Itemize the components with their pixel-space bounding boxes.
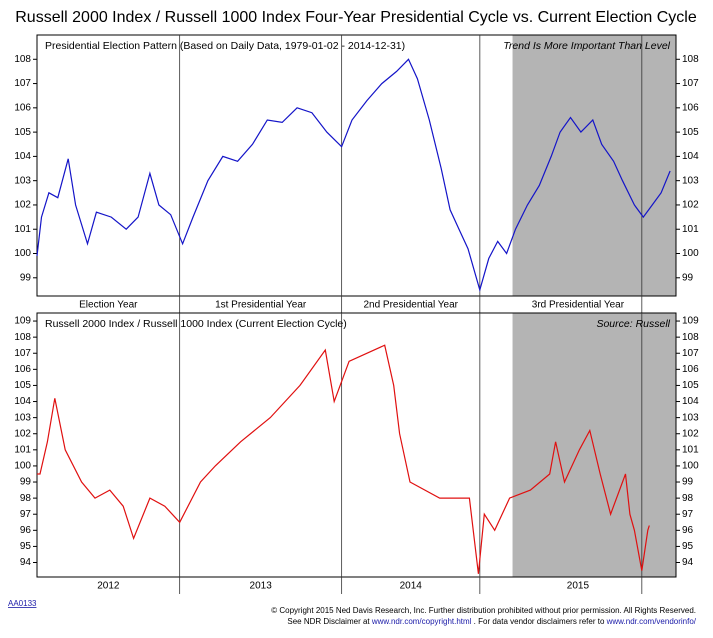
y-tick-label: 102	[682, 200, 699, 211]
y-tick-label: 108	[14, 54, 31, 65]
y-tick-label: 103	[14, 412, 31, 423]
link[interactable]: www.ndr.com/copyright.html	[371, 617, 472, 626]
y-tick-label: 108	[14, 332, 31, 343]
plot-frame	[36, 34, 677, 297]
y-tick-label: 106	[682, 102, 699, 113]
y-tick-label: 100	[14, 461, 31, 472]
x-period-label: 2013	[250, 581, 273, 592]
y-tick-label: 107	[14, 348, 31, 359]
y-tick-label: 103	[682, 412, 699, 423]
y-tick-label: 100	[682, 461, 699, 472]
y-tick-label: 109	[682, 316, 699, 327]
y-tick-label: 100	[14, 248, 31, 259]
panel-label: Presidential Election Pattern (Based on …	[45, 40, 405, 52]
link[interactable]: www.ndr.com/vendorinfo/	[606, 617, 697, 626]
y-tick-label: 107	[682, 78, 699, 89]
x-period-label: 2012	[97, 581, 120, 592]
y-tick-label: 99	[20, 477, 32, 488]
y-tick-label: 108	[682, 54, 699, 65]
y-tick-label: 98	[682, 493, 694, 504]
y-tick-label: 94	[20, 557, 32, 568]
y-tick-label: 97	[682, 509, 694, 520]
panel-label: Russell 2000 Index / Russell 1000 Index …	[45, 318, 347, 330]
disclaimer-text: See NDR Disclaimer at	[287, 617, 371, 626]
y-tick-label: 107	[682, 348, 699, 359]
y-tick-label: 103	[682, 175, 699, 186]
y-tick-label: 102	[682, 428, 699, 439]
y-tick-label: 95	[682, 541, 694, 552]
y-tick-label: 104	[682, 396, 699, 407]
x-period-label: 2nd Presidential Year	[363, 300, 458, 311]
chart-code: AA0133	[8, 599, 37, 608]
y-tick-label: 105	[14, 127, 31, 138]
y-tick-label: 101	[14, 224, 31, 235]
series-line	[37, 344, 650, 574]
y-tick-label: 100	[682, 248, 699, 259]
y-tick-label: 96	[20, 525, 32, 536]
y-tick-label: 103	[14, 175, 31, 186]
y-tick-label: 101	[682, 224, 699, 235]
series-line	[36, 58, 671, 293]
plot-frame	[36, 312, 677, 578]
y-tick-label: 102	[14, 428, 31, 439]
y-tick-label: 106	[14, 364, 31, 375]
y-tick-label: 101	[682, 444, 699, 455]
y-tick-label: 107	[14, 78, 31, 89]
y-tick-label: 97	[20, 509, 32, 520]
disclaimer-text: . For data vendor disclaimers refer to	[471, 617, 606, 626]
shaded-region	[512, 313, 676, 577]
x-period-label: 2014	[400, 581, 423, 592]
y-tick-label: 104	[682, 151, 699, 162]
y-tick-label: 99	[682, 477, 694, 488]
y-tick-label: 99	[20, 272, 32, 283]
x-period-label: Election Year	[79, 300, 138, 311]
y-tick-label: 105	[682, 380, 699, 391]
y-tick-label: 105	[682, 127, 699, 138]
x-period-label: 2015	[567, 581, 590, 592]
y-tick-label: 96	[682, 525, 694, 536]
y-tick-label: 105	[14, 380, 31, 391]
x-period-label: 1st Presidential Year	[215, 300, 307, 311]
y-tick-label: 104	[14, 151, 31, 162]
copyright: © Copyright 2015 Ned Davis Research, Inc…	[271, 606, 696, 615]
x-period-label: 3rd Presidential Year	[532, 300, 625, 311]
y-tick-label: 106	[682, 364, 699, 375]
y-tick-label: 98	[20, 493, 32, 504]
y-tick-label: 95	[20, 541, 32, 552]
y-tick-label: 101	[14, 444, 31, 455]
y-tick-label: 106	[14, 102, 31, 113]
chart-title: Russell 2000 Index / Russell 1000 Index …	[15, 9, 697, 26]
y-tick-label: 108	[682, 332, 699, 343]
y-tick-label: 104	[14, 396, 31, 407]
panel-note: Trend Is More Important Than Level	[503, 40, 670, 52]
y-tick-label: 99	[682, 272, 694, 283]
y-tick-label: 94	[682, 557, 694, 568]
disclaimer: See NDR Disclaimer at www.ndr.com/copyri…	[287, 617, 696, 626]
shaded-region	[512, 35, 676, 296]
y-tick-label: 109	[14, 316, 31, 327]
y-tick-label: 102	[14, 200, 31, 211]
panel-note: Source: Russell	[596, 318, 670, 330]
